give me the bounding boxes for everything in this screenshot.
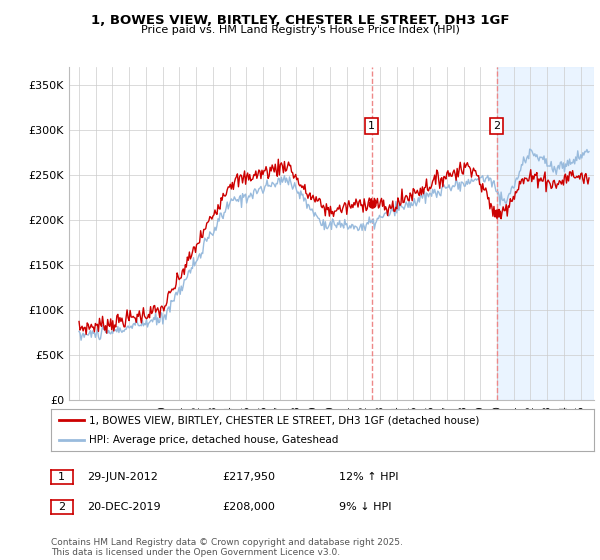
Text: 1: 1 — [368, 121, 375, 130]
Text: 29-JUN-2012: 29-JUN-2012 — [87, 472, 158, 482]
Text: Contains HM Land Registry data © Crown copyright and database right 2025.
This d: Contains HM Land Registry data © Crown c… — [51, 538, 403, 557]
Text: 9% ↓ HPI: 9% ↓ HPI — [339, 502, 391, 512]
Text: HPI: Average price, detached house, Gateshead: HPI: Average price, detached house, Gate… — [89, 435, 338, 445]
Bar — [497, 67, 594, 400]
Text: 1, BOWES VIEW, BIRTLEY, CHESTER LE STREET, DH3 1GF: 1, BOWES VIEW, BIRTLEY, CHESTER LE STREE… — [91, 14, 509, 27]
Text: 2: 2 — [58, 502, 65, 512]
Text: 12% ↑ HPI: 12% ↑ HPI — [339, 472, 398, 482]
Text: 2: 2 — [493, 121, 500, 130]
Text: 20-DEC-2019: 20-DEC-2019 — [87, 502, 161, 512]
Text: £208,000: £208,000 — [222, 502, 275, 512]
Text: 1, BOWES VIEW, BIRTLEY, CHESTER LE STREET, DH3 1GF (detached house): 1, BOWES VIEW, BIRTLEY, CHESTER LE STREE… — [89, 415, 479, 425]
Text: 1: 1 — [58, 472, 65, 482]
Text: £217,950: £217,950 — [222, 472, 275, 482]
Text: Price paid vs. HM Land Registry's House Price Index (HPI): Price paid vs. HM Land Registry's House … — [140, 25, 460, 35]
